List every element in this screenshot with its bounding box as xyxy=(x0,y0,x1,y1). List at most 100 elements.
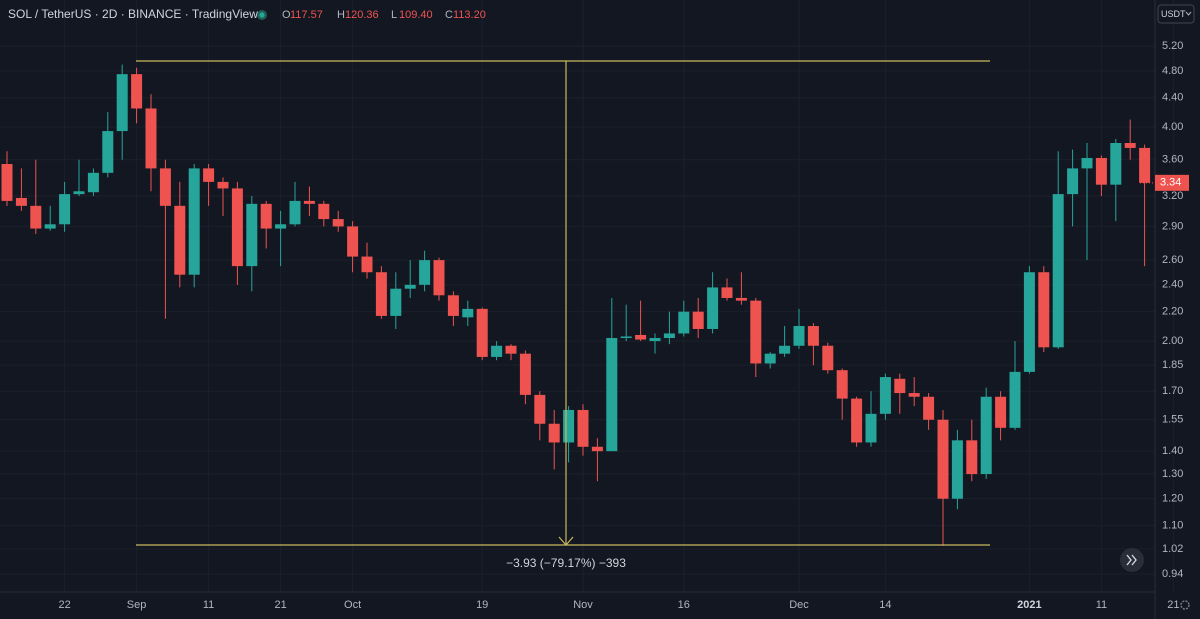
candle-body xyxy=(635,334,647,340)
currency-button[interactable] xyxy=(1157,4,1195,24)
candle-body xyxy=(606,338,618,452)
measure-tool[interactable] xyxy=(136,60,990,546)
ohlc-value: 113.20 xyxy=(453,9,486,21)
candle-body xyxy=(102,131,114,173)
candle-body xyxy=(908,393,920,397)
candle-body xyxy=(491,345,503,357)
candle-body xyxy=(923,396,935,420)
candle-body xyxy=(419,260,431,285)
candle-body xyxy=(534,394,546,424)
x-tick-label: 11 xyxy=(1096,599,1107,611)
candle-body xyxy=(865,413,877,443)
y-tick-label: 2.20 xyxy=(1162,306,1183,318)
candle-body xyxy=(73,191,85,195)
candle-body xyxy=(303,200,315,204)
y-tick-label: 3.20 xyxy=(1162,190,1183,202)
candle-body xyxy=(361,256,373,273)
candle-body xyxy=(1139,147,1151,183)
candle-body xyxy=(980,396,992,475)
candle-body xyxy=(375,272,387,316)
y-tick-label: 0.94 xyxy=(1162,568,1183,580)
candle-body xyxy=(966,440,978,475)
candle-body xyxy=(995,396,1007,428)
candle-body xyxy=(318,203,330,220)
y-tick-label: 1.10 xyxy=(1162,519,1183,531)
candle-body xyxy=(390,288,402,316)
y-tick-label: 1.85 xyxy=(1162,359,1183,371)
last-price-box xyxy=(1155,174,1189,191)
ohlc-value: 109.40 xyxy=(399,9,433,21)
ohlc-value: 117.57 xyxy=(290,9,323,21)
candle-body xyxy=(1038,272,1050,348)
candle-body xyxy=(15,197,27,206)
candle-body xyxy=(131,74,143,109)
y-tick-label: 4.40 xyxy=(1162,92,1183,104)
candle-body xyxy=(519,353,531,395)
candle-body xyxy=(462,308,474,318)
y-tick-label: 1.20 xyxy=(1162,493,1183,505)
candle-body xyxy=(188,168,200,275)
candle-body xyxy=(59,194,71,225)
y-tick-label: 4.00 xyxy=(1162,121,1183,133)
y-tick-label: 2.90 xyxy=(1162,220,1183,232)
settings-icon[interactable] xyxy=(1180,600,1190,610)
candle-body xyxy=(779,345,791,354)
candle-body xyxy=(879,377,891,414)
candle-body xyxy=(347,226,359,257)
candle-body xyxy=(851,398,863,443)
y-tick-label: 1.30 xyxy=(1162,468,1183,480)
candle-body xyxy=(1124,143,1136,148)
x-tick-label: 21 xyxy=(274,599,286,611)
ohlc-key: O xyxy=(282,9,291,21)
candle-body xyxy=(548,423,560,443)
candle-body xyxy=(433,260,445,296)
measure-label: −3.93 (−79.17%) −393 xyxy=(506,556,626,570)
x-tick-label: 2021 xyxy=(1017,599,1041,611)
candle-body xyxy=(116,74,128,132)
candle-body xyxy=(807,326,819,346)
candle-body xyxy=(620,336,632,339)
ohlc-key: H xyxy=(337,9,345,21)
candle-body xyxy=(721,287,733,298)
measure-arrow xyxy=(558,536,574,546)
candle-body xyxy=(894,378,906,394)
candle-body xyxy=(44,224,56,229)
scroll-button[interactable] xyxy=(1120,548,1144,572)
symbol-title[interactable]: SOL / TetherUS · 2D · BINANCE · TradingV… xyxy=(8,7,258,21)
candle-body xyxy=(1067,168,1079,195)
y-tick-label: 1.70 xyxy=(1162,385,1183,397)
candle-body xyxy=(937,419,949,499)
scroll-icon xyxy=(1126,554,1137,566)
candle-body xyxy=(246,203,258,267)
last-price-label: 3.34 xyxy=(1160,177,1181,189)
x-tick-label: Sep xyxy=(127,599,147,611)
candle-body xyxy=(289,200,301,225)
candle-body xyxy=(750,300,762,364)
candle-body xyxy=(1081,157,1093,169)
candle-body xyxy=(563,409,575,443)
ohlc-key: L xyxy=(391,9,397,21)
ohlc-value: 120.36 xyxy=(345,9,379,21)
y-tick-label: 1.02 xyxy=(1162,543,1183,555)
x-tick-label: 11 xyxy=(203,599,214,611)
candle-body xyxy=(1052,194,1064,348)
candle-body xyxy=(764,353,776,364)
x-tick-label: 22 xyxy=(58,599,70,611)
x-tick-label: 16 xyxy=(678,599,690,611)
currency-label: USDT xyxy=(1161,9,1186,19)
x-tick-label: Dec xyxy=(789,599,809,611)
candle-body xyxy=(332,219,344,227)
candle-body xyxy=(836,370,848,399)
candle-body xyxy=(1,164,13,201)
y-tick-label: 4.80 xyxy=(1162,65,1183,77)
y-tick-label: 2.60 xyxy=(1162,254,1183,266)
candle-body xyxy=(87,172,99,193)
ohlc-legend: O 117.57 H 120.36 L 109.40 C 113.20 xyxy=(282,9,486,21)
y-tick-label: 1.55 xyxy=(1162,414,1183,426)
x-tick-label: 14 xyxy=(879,599,891,611)
candle-body xyxy=(649,338,661,342)
candle-body xyxy=(203,168,215,182)
candle-body xyxy=(1009,371,1021,428)
candle-body xyxy=(707,287,719,329)
